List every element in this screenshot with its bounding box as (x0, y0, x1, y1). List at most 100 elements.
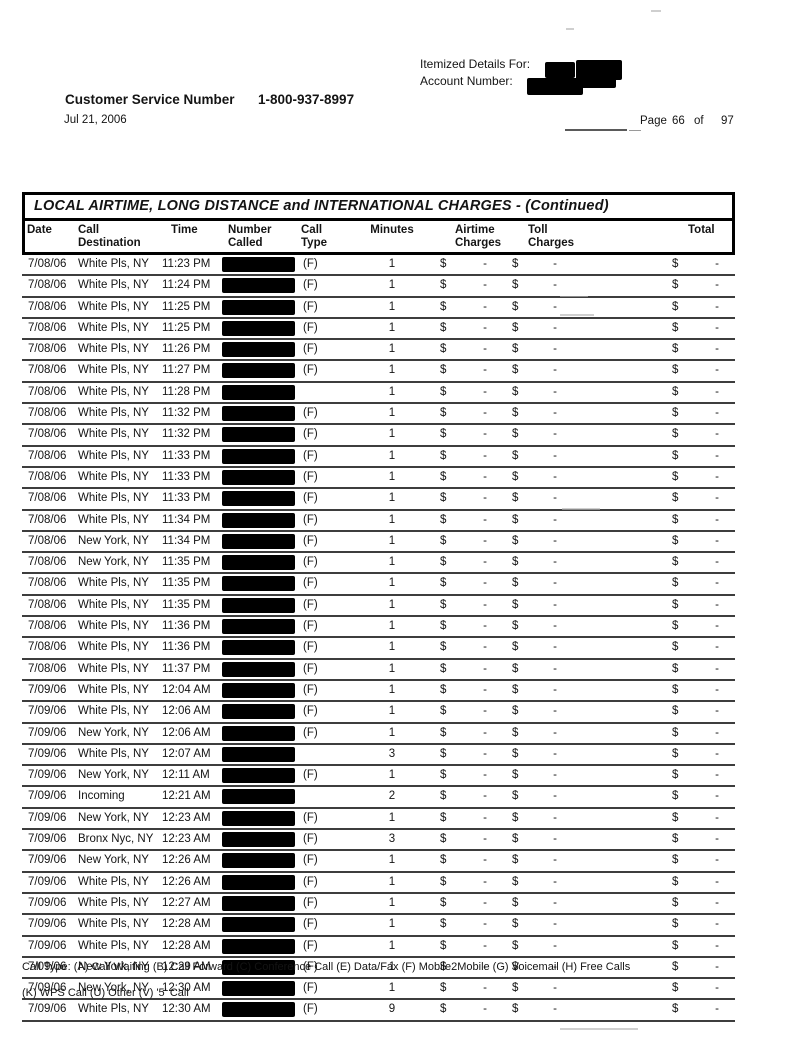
cell-time: 12:04 AM (162, 683, 211, 696)
airtime-currency-symbol: $ (440, 300, 447, 313)
cell-toll-charges: - (553, 598, 557, 611)
col-header-destination-l2: Destination (78, 237, 141, 249)
call-type-legend-line1: Call Type: (A) Call Waiting (B) Call For… (22, 961, 631, 973)
cell-toll-charges: - (553, 449, 557, 462)
redacted-number-called (222, 491, 295, 507)
cell-date: 7/09/06 (28, 854, 67, 867)
table-title: LOCAL AIRTIME, LONG DISTANCE and INTERNA… (25, 195, 732, 221)
cell-date: 7/09/06 (28, 1003, 67, 1016)
toll-currency-symbol: $ (512, 683, 519, 696)
toll-currency-symbol: $ (512, 939, 519, 952)
redacted-number-called (222, 661, 295, 677)
cell-total: - (715, 258, 719, 270)
cell-date: 7/08/06 (28, 620, 67, 633)
cell-destination: White Pls, NY (78, 364, 149, 377)
table-row: 7/09/06 White Pls, NY 12:06 AM (F) 1 $ -… (22, 702, 735, 724)
cell-total: - (715, 556, 719, 569)
cell-time: 12:28 AM (162, 918, 211, 931)
toll-currency-symbol: $ (512, 662, 519, 675)
cell-total: - (715, 875, 719, 888)
redacted-number-called (222, 895, 295, 911)
cell-toll-charges: - (553, 662, 557, 675)
airtime-currency-symbol: $ (440, 534, 447, 547)
cell-destination: New York, NY (78, 534, 149, 547)
redacted-number-called (222, 427, 295, 443)
cell-airtime-charges: - (483, 364, 487, 377)
redacted-number-called (222, 512, 295, 528)
cell-destination: White Pls, NY (78, 598, 149, 611)
cell-call-type: (F) (303, 833, 318, 846)
cell-airtime-charges: - (483, 449, 487, 462)
cell-call-type: (F) (303, 492, 318, 505)
cell-airtime-charges: - (483, 854, 487, 867)
toll-currency-symbol: $ (512, 790, 519, 803)
redacted-number-called (222, 789, 295, 805)
cell-date: 7/08/06 (28, 343, 67, 356)
cell-date: 7/08/06 (28, 279, 67, 292)
cell-call-type: (F) (303, 641, 318, 654)
cell-date: 7/08/06 (28, 492, 67, 505)
cell-date: 7/09/06 (28, 833, 67, 846)
cell-toll-charges: - (553, 875, 557, 888)
cell-total: - (715, 385, 719, 398)
cell-toll-charges: - (553, 534, 557, 547)
total-currency-symbol: $ (672, 641, 679, 654)
redacted-number-called (222, 981, 295, 997)
toll-currency-symbol: $ (512, 343, 519, 356)
cell-time: 12:26 AM (162, 854, 211, 867)
total-currency-symbol: $ (672, 662, 679, 675)
cell-destination: White Pls, NY (78, 896, 149, 909)
total-currency-symbol: $ (672, 364, 679, 377)
cell-total: - (715, 811, 719, 824)
cell-minutes: 2 (388, 790, 396, 803)
cell-toll-charges: - (553, 833, 557, 846)
total-currency-symbol: $ (672, 449, 679, 462)
cell-call-type: (F) (303, 364, 318, 377)
cell-airtime-charges: - (483, 343, 487, 356)
table-row: 7/08/06 White Pls, NY 11:33 PM (F) 1 $ -… (22, 468, 735, 490)
cell-total: - (715, 960, 719, 973)
table-row: 7/08/06 White Pls, NY 11:37 PM (F) 1 $ -… (22, 660, 735, 681)
cell-date: 7/08/06 (28, 598, 67, 611)
cell-time: 11:32 PM (162, 428, 211, 441)
total-currency-symbol: $ (672, 470, 679, 483)
cell-date: 7/08/06 (28, 534, 67, 547)
total-currency-symbol: $ (672, 300, 679, 313)
total-currency-symbol: $ (672, 534, 679, 547)
cell-airtime-charges: - (483, 769, 487, 782)
cell-airtime-charges: - (483, 726, 487, 739)
total-currency-symbol: $ (672, 896, 679, 909)
cell-destination: White Pls, NY (78, 385, 149, 398)
airtime-currency-symbol: $ (440, 385, 447, 398)
cell-toll-charges: - (553, 641, 557, 654)
total-currency-symbol: $ (672, 854, 679, 867)
total-currency-symbol: $ (672, 726, 679, 739)
toll-currency-symbol: $ (512, 598, 519, 611)
cell-airtime-charges: - (483, 300, 487, 313)
airtime-currency-symbol: $ (440, 641, 447, 654)
cell-total: - (715, 279, 719, 292)
total-currency-symbol: $ (672, 811, 679, 824)
col-header-number-l2: Called (228, 237, 263, 249)
cell-airtime-charges: - (483, 790, 487, 803)
col-header-toll-l1: Toll (528, 224, 548, 236)
scan-artifact (560, 296, 588, 297)
airtime-currency-symbol: $ (440, 790, 447, 803)
table-row: 7/08/06 White Pls, NY 11:33 PM (F) 1 $ -… (22, 489, 735, 511)
cell-time: 11:24 PM (162, 279, 211, 292)
cell-minutes: 1 (388, 470, 396, 483)
toll-currency-symbol: $ (512, 428, 519, 441)
cell-call-type: (F) (303, 620, 318, 633)
redacted-account-number (580, 78, 616, 88)
cell-time: 11:33 PM (162, 492, 211, 505)
cell-airtime-charges: - (483, 833, 487, 846)
cell-total: - (715, 470, 719, 483)
cell-destination: White Pls, NY (78, 620, 149, 633)
table-row: 7/09/06 White Pls, NY 12:04 AM (F) 1 $ -… (22, 681, 735, 703)
cell-minutes: 1 (388, 620, 396, 633)
col-header-toll-charges: Toll Charges (528, 224, 574, 250)
cell-total: - (715, 747, 719, 760)
total-currency-symbol: $ (672, 428, 679, 441)
cell-time: 12:06 AM (162, 726, 211, 739)
cell-minutes: 1 (388, 705, 396, 718)
